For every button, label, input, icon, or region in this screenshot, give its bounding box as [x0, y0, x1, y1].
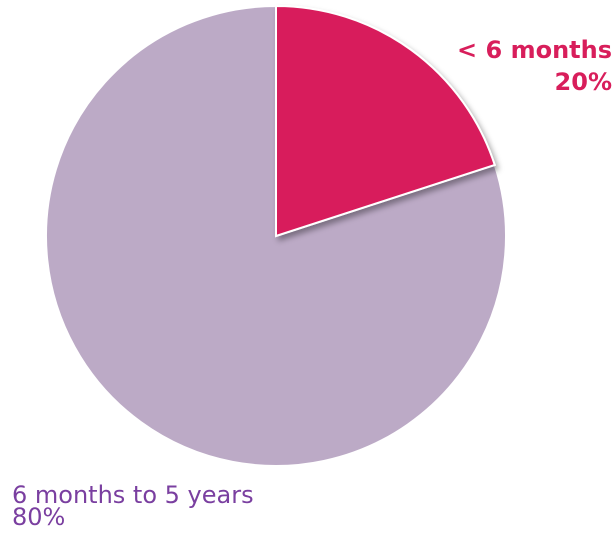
- slice-label: < 6 months: [457, 36, 612, 64]
- pie-slice: [45, 4, 507, 467]
- pie: [45, 4, 507, 467]
- pie-slice: [275, 4, 497, 238]
- slice-value-label: 20%: [555, 68, 612, 96]
- slice-label: 6 months to 5 years: [12, 481, 254, 509]
- slice-value-label: 80%: [12, 503, 65, 531]
